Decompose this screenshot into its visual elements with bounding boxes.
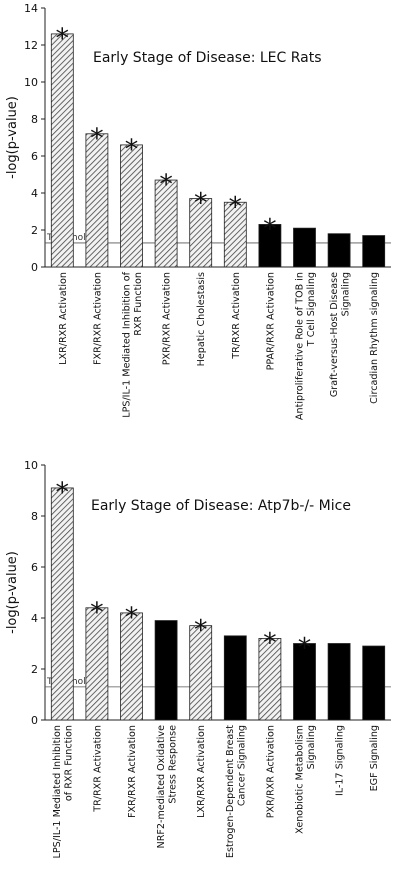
bar — [223, 201, 247, 268]
bar — [50, 487, 74, 721]
y-tick-label: 4 — [31, 612, 38, 625]
bar — [223, 635, 247, 721]
y-tick-label: 6 — [31, 150, 38, 163]
category-label: Hepatic Cholestasis — [196, 272, 207, 366]
category-label: IL-17 Signaling — [335, 725, 346, 796]
bar — [50, 33, 74, 268]
category-label: Estrogen-Dependent BreastCancer Signalin… — [225, 725, 248, 858]
bar — [258, 224, 282, 268]
bar — [120, 144, 143, 268]
y-tick-label: 12 — [24, 39, 38, 52]
bar — [154, 620, 178, 721]
significance-star: * — [56, 23, 70, 54]
y-tick-label: 0 — [31, 261, 38, 274]
y-tick-label: 2 — [31, 663, 38, 676]
bar — [362, 645, 386, 721]
y-tick-label: 6 — [31, 561, 38, 574]
y-tick-label: 8 — [31, 113, 38, 126]
significance-star: * — [194, 615, 208, 646]
significance-star: * — [159, 169, 173, 200]
y-axis-title: -log(p-value) — [5, 551, 20, 634]
y-tick-label: 10 — [24, 76, 38, 89]
category-label: TR/RXR Activation — [92, 725, 103, 813]
category-label: PXR/RXR Activation — [265, 725, 276, 818]
category-label: NRF2-mediated OxidativeStress Response — [156, 725, 179, 849]
significance-star: * — [298, 633, 312, 664]
category-label: LPS/IL-1 Mediated Inhibitionof RXR Funct… — [52, 725, 75, 858]
bar — [293, 643, 316, 721]
category-label: Antiproliferative Role of TOB inT Cell S… — [294, 272, 317, 420]
bar — [154, 179, 178, 268]
category-label: TR/RXR Activation — [231, 272, 242, 360]
category-label: FXR/RXR Activation — [127, 725, 138, 818]
significance-star: * — [263, 213, 277, 244]
y-tick-label: 8 — [31, 510, 38, 523]
significance-star: * — [56, 477, 70, 508]
category-label: PXR/RXR Activation — [162, 272, 173, 365]
bar — [85, 607, 109, 721]
significance-star: * — [229, 191, 243, 222]
bar — [120, 612, 143, 721]
significance-star: * — [125, 134, 139, 165]
category-label: Graft-versus-Host DiseaseSignaling — [329, 272, 352, 397]
y-tick-label: 0 — [31, 714, 38, 727]
category-label: Xenobiotic MetabolismSignaling — [294, 725, 317, 834]
bar — [293, 227, 316, 268]
y-tick-label: 4 — [31, 187, 38, 200]
category-label: FXR/RXR Activation — [92, 272, 103, 365]
chart-1: 02468101214-log(p-value)Threshold*LXR/RX… — [5, 2, 391, 420]
bar — [85, 133, 109, 268]
category-label: Circadian Rhythm signaling — [369, 272, 380, 404]
bar — [189, 198, 213, 268]
bar — [189, 625, 213, 721]
chart-title: Early Stage of Disease: Atp7b-/- Mice — [91, 498, 351, 514]
significance-star: * — [90, 123, 104, 154]
bar — [362, 235, 386, 268]
chart-title: Early Stage of Disease: LEC Rats — [93, 50, 322, 66]
y-axis-title: -log(p-value) — [5, 96, 20, 179]
bar — [327, 233, 351, 268]
significance-star: * — [263, 627, 277, 658]
category-label: LPS/IL-1 Mediated Inhibition ofRXR Funct… — [121, 271, 144, 417]
significance-star: * — [125, 602, 139, 633]
bar — [327, 643, 351, 721]
category-label: EGF Signaling — [369, 725, 380, 791]
category-label: LXR/RXR Activation — [196, 725, 207, 818]
significance-star: * — [194, 188, 208, 219]
y-tick-label: 14 — [24, 2, 38, 15]
category-label: PPAR/RXR Activation — [265, 272, 276, 370]
significance-star: * — [90, 597, 104, 628]
y-tick-label: 2 — [31, 224, 38, 237]
bar — [258, 638, 282, 721]
y-tick-label: 10 — [24, 459, 38, 472]
category-label: LXR/RXR Activation — [58, 272, 69, 365]
